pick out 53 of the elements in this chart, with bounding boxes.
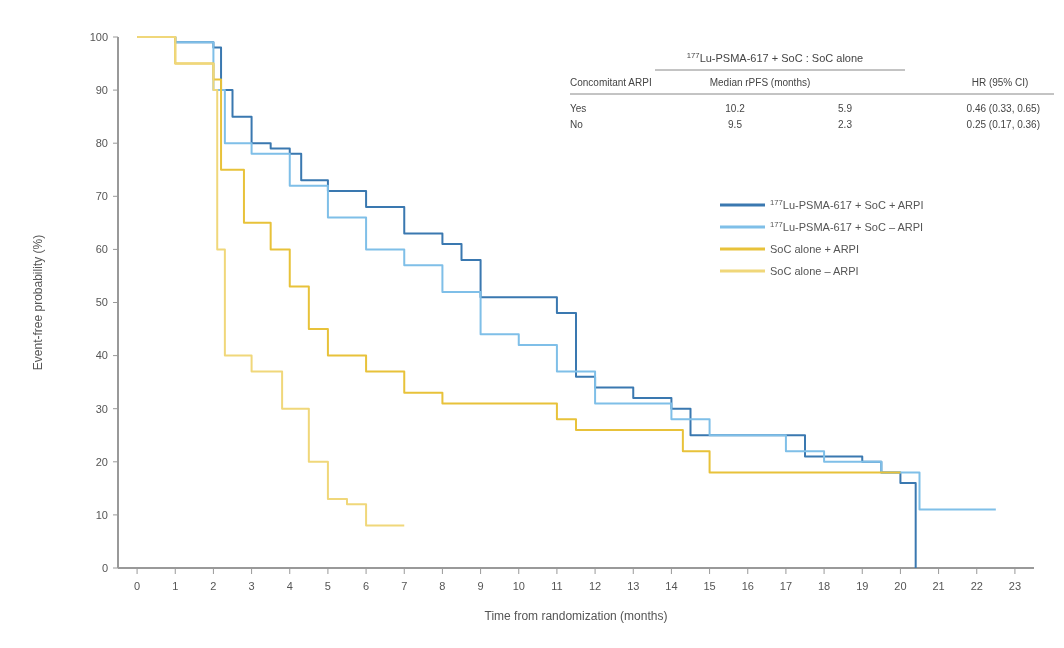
x-tick-label: 6 [363, 580, 370, 592]
x-tick-label: 20 [894, 580, 907, 592]
x-tick-label: 9 [477, 580, 484, 592]
y-tick-label: 80 [95, 137, 108, 150]
x-tick-label: 5 [324, 580, 331, 592]
annotation: HR (95% CI) [971, 77, 1029, 88]
y-tick-label: 50 [95, 296, 108, 309]
legend-label: $^{177}$Lu-PSMA-617 + SoC – ARPI [770, 219, 924, 233]
x-tick-label: 13 [627, 580, 640, 592]
legend-label: $^{177}$Lu-PSMA-617 + SoC + ARPI [770, 197, 924, 211]
x-tick-label: 14 [665, 580, 678, 592]
y-tick-label: 100 [89, 30, 108, 43]
annotation: No [570, 119, 584, 130]
x-tick-label: 2 [210, 580, 217, 592]
y-tick-label: 90 [95, 83, 108, 96]
x-tick-label: 0 [134, 580, 141, 592]
annotation: 5.9 [838, 103, 853, 114]
x-tick-label: 8 [439, 580, 446, 592]
annotation: Concomitant ARPI [570, 77, 652, 88]
x-tick-label: 7 [401, 580, 408, 592]
x-tick-label: 3 [248, 580, 255, 592]
x-tick-label: 17 [779, 580, 793, 592]
y-tick-label: 10 [95, 508, 108, 521]
x-tick-label: 16 [741, 580, 754, 592]
x-tick-label: 21 [932, 580, 945, 592]
annotation: Median rPFS (months) [709, 77, 811, 88]
y-axis-title: Event-free probability (%) [31, 234, 45, 371]
x-tick-label: 15 [703, 580, 716, 592]
annotation: 9.5 [728, 119, 743, 130]
legend-label: SoC alone – ARPI [770, 265, 859, 277]
annotation: 2.3 [838, 119, 853, 130]
x-tick-label: 11 [551, 580, 563, 592]
annotation: 10.2 [725, 103, 746, 114]
x-tick-label: 18 [817, 580, 831, 592]
annotation: $^{177}$Lu-PSMA-617 + SoC : SoC alone [686, 50, 864, 64]
legend-label: SoC alone + ARPI [770, 243, 859, 255]
x-tick-label: 22 [970, 580, 983, 592]
annotation: 0.25 (0.17, 0.36) [966, 119, 1040, 130]
y-tick-label: 40 [95, 349, 108, 362]
x-tick-label: 23 [1008, 580, 1022, 592]
x-tick-label: 4 [286, 580, 293, 592]
annotation: 0.46 (0.33, 0.65) [966, 103, 1040, 114]
x-tick-label: 19 [856, 580, 869, 592]
x-tick-label: 1 [172, 580, 179, 592]
x-axis-title: Time from randomization (months) [484, 609, 668, 623]
x-tick-label: 10 [512, 580, 525, 592]
y-tick-label: 20 [95, 455, 108, 468]
y-tick-label: 70 [95, 190, 108, 203]
annotation: Yes [570, 103, 587, 114]
x-tick-label: 12 [588, 580, 602, 592]
y-tick-label: 30 [95, 402, 108, 415]
y-tick-label: 0 [101, 561, 108, 574]
y-tick-label: 60 [95, 243, 108, 256]
